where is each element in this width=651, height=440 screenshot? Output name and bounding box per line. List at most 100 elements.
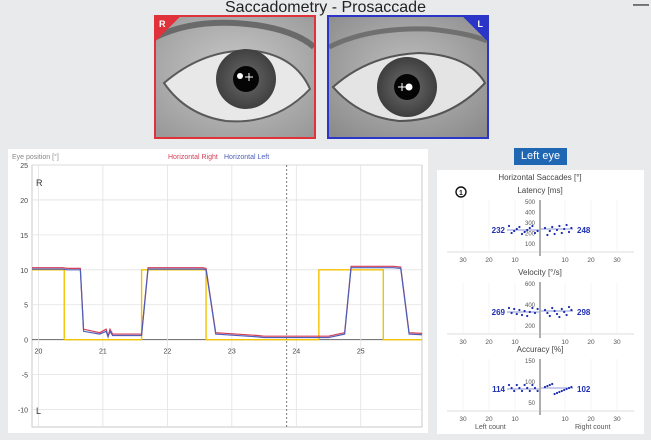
saccade-point-right [558,224,561,228]
saccade-x-tick-label: 30 [613,257,621,264]
saccade-panel: Horizontal Saccades [°] 1 Latency [ms] 50… [437,170,644,434]
saccade-point-right [553,232,556,236]
saccade-y-tick-label: 300 [525,221,536,227]
saccade-point-left [536,229,539,233]
saccade-point-left [515,227,518,231]
saccade-point-right [548,383,551,387]
saccade-point-right [560,389,563,393]
left-eye-button[interactable]: Left eye [514,148,567,165]
saccade-x-tick-label: 30 [459,257,467,264]
saccade-point-right [548,229,551,233]
saccade-chart-label: Latency [ms] [517,186,562,195]
saccade-y-tick-label: 100 [525,380,536,386]
minimize-button[interactable]: — [633,0,649,13]
saccade-point-left [518,386,521,390]
saccade-point-left [510,386,513,390]
saccade-point-right [570,308,573,312]
saccade-x-tick-label: 20 [485,416,493,423]
saccade-y-tick-label: 400 [525,211,536,217]
y-tick-label: 20 [20,198,28,205]
saccade-x-tick-label: 30 [613,416,621,423]
saccade-point-right [555,391,559,395]
saccade-x-tick-label: 20 [587,339,595,346]
saccade-y-tick-label: 200 [525,324,536,330]
saccade-left-value: 232 [492,226,506,235]
stimulus-line [32,269,422,341]
right-count-label: Right count [575,424,610,431]
saccade-x-tick-label: 30 [613,339,621,346]
y-tick-label: -5 [22,373,28,380]
saccade-point-left [533,231,537,235]
saccade-point-left [533,311,537,315]
saccade-x-tick-label: 10 [561,339,569,346]
saccade-point-left [513,307,516,311]
saccade-point-left [531,383,534,387]
page-title: Saccadometry - Prosaccade [225,0,426,16]
x-tick-label: 24 [292,349,300,356]
plot-frame [31,164,423,428]
saccade-point-right [543,226,547,230]
y-tick-label: 10 [20,268,28,275]
eye-position-chart[interactable]: 25 20 15 10 5 0 -5 -10 20 21 22 23 24 25 Eye position… [8,149,428,433]
eye-position-panel: 25 20 15 10 5 0 -5 -10 20 21 22 23 24 25 Eye position… [8,149,428,433]
y-tick-label: 25 [20,163,28,170]
saccade-point-right [567,230,571,234]
saccade-chart-0: Latency [ms] 500 400 300 200 100 30 20 10 10 20 30 2… [447,186,634,264]
saccade-point-left [520,389,524,393]
saccade-point-left [528,226,531,230]
circled-1-icon[interactable]: 1 [455,186,467,198]
saccade-point-right [560,231,563,235]
saccade-x-tick-label: 20 [485,339,493,346]
saccade-y-tick-label: 500 [525,200,536,206]
saccade-point-right [551,382,554,386]
legend-horizontal-right: Horizontal Right [168,154,218,161]
saccade-chart-label: Velocity [°/s] [518,268,562,277]
saccade-point-right [548,314,551,318]
saccade-x-tick-label: 10 [561,416,569,423]
x-tick-label: 25 [357,349,365,356]
saccade-y-tick-label: 400 [525,303,536,309]
saccade-point-left [528,389,531,393]
right-eye-badge: R [156,17,180,41]
saccade-point-left [507,224,511,228]
saccade-x-tick-label: 10 [511,257,519,264]
saccade-point-left [531,306,534,310]
saccade-point-left [533,386,537,390]
saccade-point-right [555,228,559,232]
saccade-point-right [546,384,549,388]
y-tick-label: 15 [20,233,28,240]
saccade-right-value: 248 [577,226,591,235]
svg-text:1: 1 [459,190,463,197]
x-tick-label: 20 [35,349,43,356]
saccade-point-right [555,312,559,316]
saccade-x-tick-label: 20 [587,257,595,264]
saccade-point-left [520,313,524,317]
saccade-y-tick-label: 100 [525,242,536,248]
saccade-point-left [507,383,511,387]
saccade-point-left [510,231,513,235]
saccade-point-right [565,223,568,227]
saccade-point-left [536,307,539,311]
saccade-point-left [507,306,511,310]
saccade-x-tick-label: 10 [561,257,569,264]
left-eye-camera: L [327,15,489,139]
saccade-point-right [565,387,568,391]
saccade-point-left [520,232,524,236]
saccade-heading: Horizontal Saccades [°] [498,173,581,182]
saccade-x-tick-label: 10 [511,339,519,346]
saccade-point-right [558,390,561,394]
saccade-y-tick-label: 600 [525,282,536,288]
x-tick-label: 22 [163,349,171,356]
saccade-left-value: 114 [492,385,505,394]
saccade-point-left [510,311,513,315]
saccade-right-value: 298 [577,308,591,317]
left-count-label: Left count [475,424,506,431]
saccade-chart-label: Accuracy [%] [517,345,564,354]
saccade-point-right [546,311,549,315]
saccade-point-left [536,389,539,393]
saccade-point-left [523,309,526,313]
right-eye-camera: R [154,15,316,139]
y-tick-label: -10 [18,408,28,415]
saccade-x-tick-label: 20 [587,416,595,423]
saccade-point-right [567,305,571,309]
